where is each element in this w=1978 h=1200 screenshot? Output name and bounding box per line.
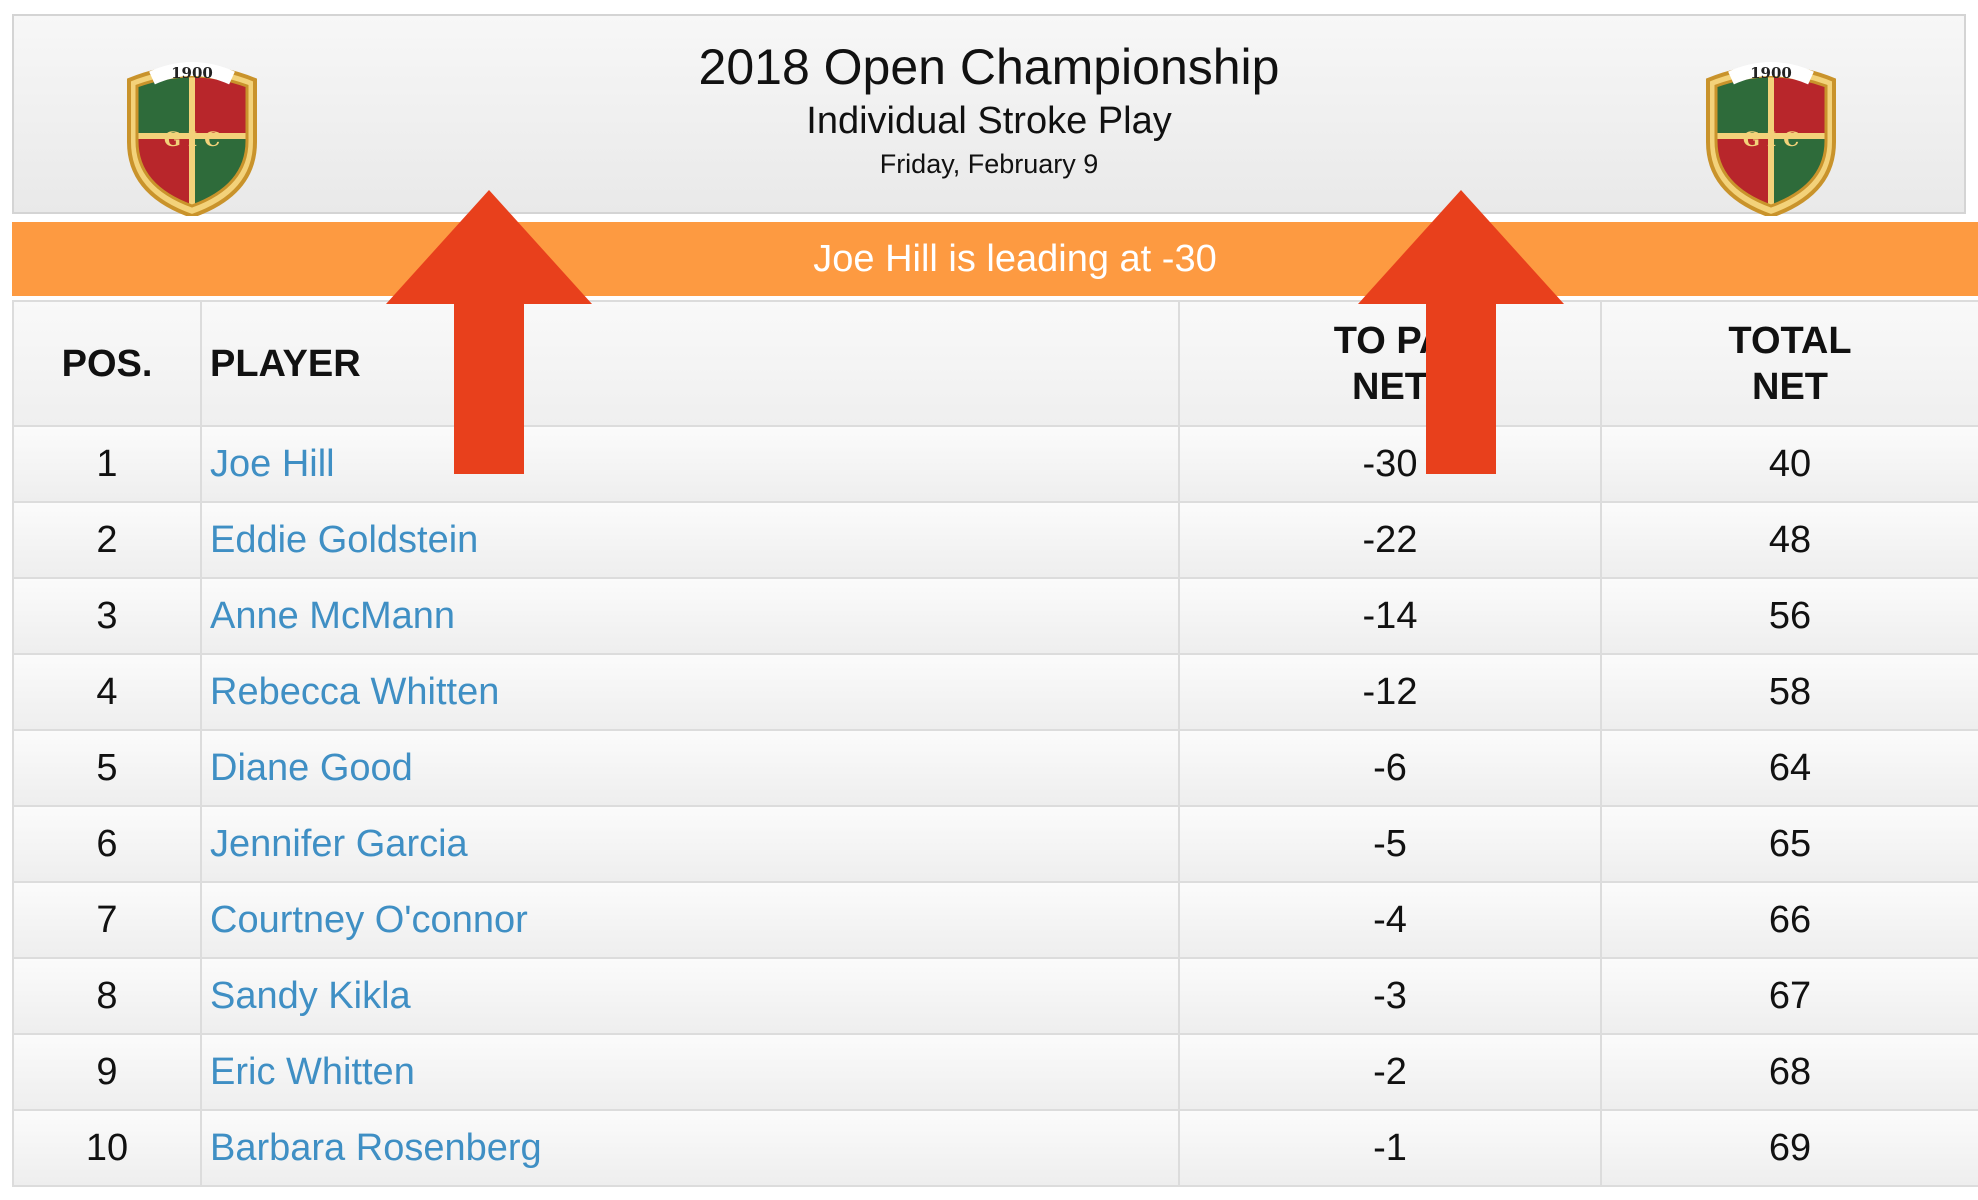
cell-total: 64 <box>1600 729 1978 807</box>
club-crest-icon: 1900 G I C <box>1706 62 1836 216</box>
table-row: 6 Jennifer Garcia -5 65 <box>12 805 1978 883</box>
cell-pos: 8 <box>12 957 202 1035</box>
cell-player: Anne McMann <box>200 577 1180 655</box>
player-link[interactable]: Barbara Rosenberg <box>210 1126 542 1169</box>
table-row: 8 Sandy Kikla -3 67 <box>12 957 1978 1035</box>
player-link[interactable]: Eddie Goldstein <box>210 518 479 561</box>
player-link[interactable]: Eric Whitten <box>210 1050 415 1093</box>
cell-pos: 1 <box>12 425 202 503</box>
cell-total: 69 <box>1600 1109 1978 1187</box>
cell-pos: 9 <box>12 1033 202 1111</box>
cell-to-par: -22 <box>1178 501 1602 579</box>
cell-pos: 3 <box>12 577 202 655</box>
cell-player: Diane Good <box>200 729 1180 807</box>
cell-to-par: -4 <box>1178 881 1602 959</box>
cell-total: 58 <box>1600 653 1978 731</box>
cell-total: 67 <box>1600 957 1978 1035</box>
player-link[interactable]: Rebecca Whitten <box>210 670 500 713</box>
cell-to-par: -14 <box>1178 577 1602 655</box>
cell-player: Barbara Rosenberg <box>200 1109 1180 1187</box>
column-header-total-line1: TOTAL <box>1728 319 1852 362</box>
up-arrow-icon <box>1358 190 1564 474</box>
cell-pos: 6 <box>12 805 202 883</box>
cell-total: 66 <box>1600 881 1978 959</box>
player-link[interactable]: Joe Hill <box>210 442 335 485</box>
table-row: 3 Anne McMann -14 56 <box>12 577 1978 655</box>
cell-total: 40 <box>1600 425 1978 503</box>
cell-player: Joe Hill <box>200 425 1180 503</box>
cell-to-par: -1 <box>1178 1109 1602 1187</box>
player-link[interactable]: Courtney O'connor <box>210 898 528 941</box>
leaderboard-table: POS. PLAYER TO PA NET TOTAL NET 1 Joe Hi… <box>12 300 1978 1187</box>
column-header-total-net: TOTAL NET <box>1600 300 1978 427</box>
cell-total: 48 <box>1600 501 1978 579</box>
cell-pos: 5 <box>12 729 202 807</box>
cell-to-par: -5 <box>1178 805 1602 883</box>
cell-total: 65 <box>1600 805 1978 883</box>
cell-to-par: -2 <box>1178 1033 1602 1111</box>
cell-pos: 10 <box>12 1109 202 1187</box>
cell-player: Rebecca Whitten <box>200 653 1180 731</box>
cell-to-par: -30 <box>1178 425 1602 503</box>
column-header-player: PLAYER <box>200 300 1180 427</box>
cell-player: Eric Whitten <box>200 1033 1180 1111</box>
crest-monogram: G I C <box>164 127 220 151</box>
cell-to-par: -3 <box>1178 957 1602 1035</box>
event-title: 2018 Open Championship <box>698 39 1280 95</box>
column-header-total-line2: NET <box>1752 365 1828 408</box>
player-link[interactable]: Diane Good <box>210 746 413 789</box>
table-row: 2 Eddie Goldstein -22 48 <box>12 501 1978 579</box>
cell-to-par: -12 <box>1178 653 1602 731</box>
table-header-row: POS. PLAYER TO PA NET TOTAL NET <box>12 300 1978 427</box>
table-row: 9 Eric Whitten -2 68 <box>12 1033 1978 1111</box>
event-date: Friday, February 9 <box>879 149 1099 179</box>
player-link[interactable]: Jennifer Garcia <box>210 822 468 865</box>
cell-pos: 7 <box>12 881 202 959</box>
crest-monogram: G I C <box>1743 127 1799 151</box>
club-crest-icon: 1900 G I C <box>127 62 257 216</box>
cell-to-par: -6 <box>1178 729 1602 807</box>
cell-pos: 4 <box>12 653 202 731</box>
table-row: 1 Joe Hill -30 40 <box>12 425 1978 503</box>
column-header-to-par-line2: NET <box>1352 365 1428 408</box>
cell-player: Jennifer Garcia <box>200 805 1180 883</box>
table-row: 5 Diane Good -6 64 <box>12 729 1978 807</box>
table-row: 4 Rebecca Whitten -12 58 <box>12 653 1978 731</box>
player-link[interactable]: Sandy Kikla <box>210 974 411 1017</box>
cell-total: 56 <box>1600 577 1978 655</box>
column-header-pos: POS. <box>12 300 202 427</box>
title-block: 2018 Open Championship Individual Stroke… <box>14 36 1964 182</box>
cell-total: 68 <box>1600 1033 1978 1111</box>
table-row: 10 Barbara Rosenberg -1 69 <box>12 1109 1978 1187</box>
cell-pos: 2 <box>12 501 202 579</box>
crest-year: 1900 <box>1750 64 1792 82</box>
event-subtitle: Individual Stroke Play <box>806 100 1172 142</box>
leader-banner: Joe Hill is leading at -30 <box>12 222 1978 296</box>
cell-player: Eddie Goldstein <box>200 501 1180 579</box>
table-row: 7 Courtney O'connor -4 66 <box>12 881 1978 959</box>
scoreboard-header: 1900 G I C 2018 Open Championship Indivi… <box>12 14 1966 216</box>
crest-year: 1900 <box>171 64 213 82</box>
up-arrow-icon <box>386 190 592 474</box>
player-link[interactable]: Anne McMann <box>210 594 456 637</box>
cell-player: Courtney O'connor <box>200 881 1180 959</box>
cell-player: Sandy Kikla <box>200 957 1180 1035</box>
